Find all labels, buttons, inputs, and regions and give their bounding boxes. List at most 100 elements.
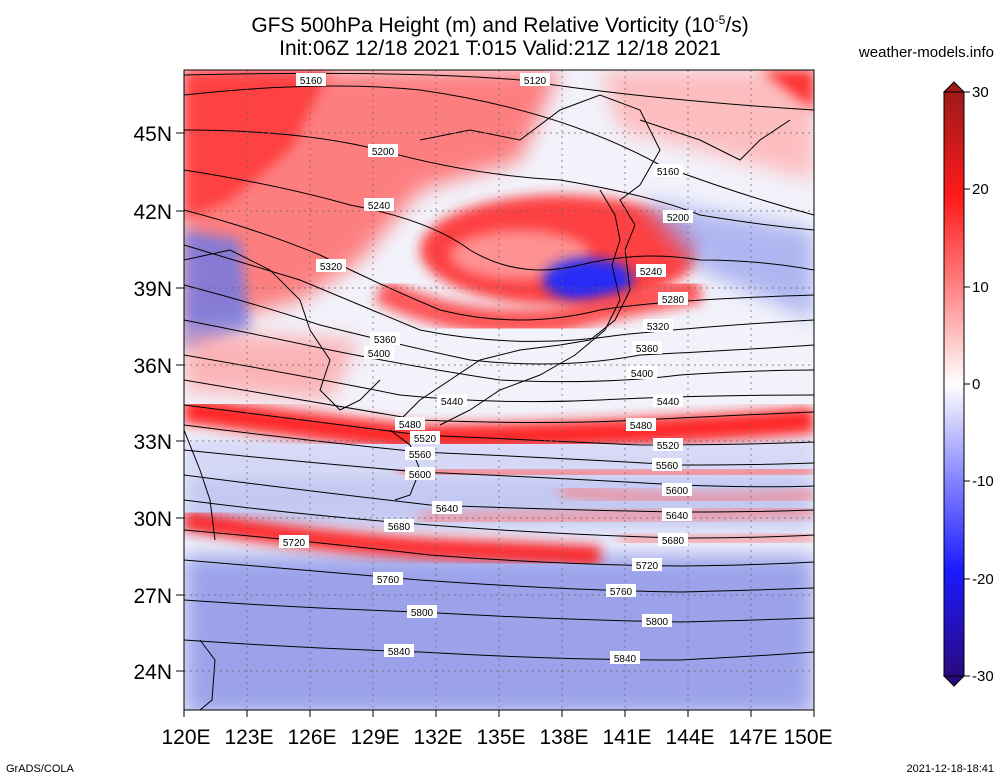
contour-label: 5240 xyxy=(364,198,394,212)
lat-label: 36N xyxy=(133,355,172,378)
lon-label: 129E xyxy=(350,726,399,749)
contour-label: 5320 xyxy=(316,259,346,273)
svg-text:5640: 5640 xyxy=(666,511,689,522)
contour-label: 5400 xyxy=(627,366,657,380)
svg-text:5600: 5600 xyxy=(666,486,689,497)
svg-text:5520: 5520 xyxy=(414,434,437,445)
footer-timestamp: 2021-12-18-18:41 xyxy=(906,763,994,775)
lon-label: 120E xyxy=(161,726,210,749)
colorbar-tick-label: 20 xyxy=(972,181,989,198)
svg-text:5560: 5560 xyxy=(656,461,679,472)
lon-label: 150E xyxy=(783,726,832,749)
colorbar-tick-label: -20 xyxy=(972,571,994,588)
contour-label: 5520 xyxy=(410,431,440,445)
svg-text:5440: 5440 xyxy=(657,397,680,408)
contour-label: 5640 xyxy=(432,501,462,515)
contour-label: 5240 xyxy=(636,264,666,278)
lat-label: 33N xyxy=(133,431,172,454)
contour-label: 5120 xyxy=(520,73,550,87)
contour-label: 5360 xyxy=(632,341,662,355)
svg-text:5800: 5800 xyxy=(411,608,434,619)
svg-text:5320: 5320 xyxy=(320,262,343,273)
lat-ticks xyxy=(176,132,184,672)
contour-label: 5840 xyxy=(384,644,414,658)
lon-label: 144E xyxy=(665,726,714,749)
lon-label: 138E xyxy=(539,726,588,749)
chart-title-line2: Init:06Z 12/18 2021 T:015 Valid:21Z 12/1… xyxy=(279,37,721,60)
svg-text:5400: 5400 xyxy=(631,369,654,380)
lon-ticks xyxy=(183,710,815,717)
svg-text:5800: 5800 xyxy=(646,617,669,628)
svg-text:5480: 5480 xyxy=(399,420,422,431)
svg-text:5240: 5240 xyxy=(640,267,663,278)
svg-text:5280: 5280 xyxy=(662,295,685,306)
lat-label: 45N xyxy=(133,123,172,146)
contour-label: 5800 xyxy=(642,614,672,628)
svg-text:5160: 5160 xyxy=(300,76,323,87)
contour-label: 5800 xyxy=(407,605,437,619)
contour-label: 5360 xyxy=(370,332,400,346)
colorbar-tick-label: 10 xyxy=(972,279,989,296)
contour-label: 5160 xyxy=(653,164,683,178)
contour-label: 5440 xyxy=(653,394,683,408)
svg-text:5560: 5560 xyxy=(409,450,432,461)
contour-label: 5200 xyxy=(368,144,398,158)
contour-label: 5840 xyxy=(610,651,640,665)
colorbar-bottom-arrow xyxy=(942,675,966,687)
contour-label: 5520 xyxy=(653,438,683,452)
contour-label: 5280 xyxy=(658,292,688,306)
lon-label: 147E xyxy=(728,726,777,749)
svg-text:5200: 5200 xyxy=(667,213,690,224)
contour-label: 5320 xyxy=(643,319,673,333)
contour-labels: 5120 5160 5160 5200 5200 5240 5240 5280 … xyxy=(279,73,693,665)
height-contours xyxy=(184,72,814,661)
contour-label: 5560 xyxy=(652,458,682,472)
svg-text:5840: 5840 xyxy=(388,647,411,658)
svg-text:5640: 5640 xyxy=(436,504,459,515)
coastlines xyxy=(184,94,791,710)
lon-label: 141E xyxy=(602,726,651,749)
contour-label: 5640 xyxy=(662,508,692,522)
svg-text:5360: 5360 xyxy=(636,344,659,355)
svg-text:5600: 5600 xyxy=(409,470,432,481)
lat-labels: 45N 42N 39N 36N 33N 30N 27N 24N xyxy=(133,123,172,684)
contour-label: 5760 xyxy=(606,584,636,598)
colorbar: 30 20 10 0 -10 -20 -30 xyxy=(942,81,994,687)
svg-text:5680: 5680 xyxy=(662,536,685,547)
contour-label: 5600 xyxy=(662,483,692,497)
footer-software: GrADS/COLA xyxy=(6,763,74,775)
lat-label: 30N xyxy=(133,508,172,531)
contour-label: 5680 xyxy=(658,533,688,547)
lat-label: 27N xyxy=(133,585,172,608)
contour-label: 5760 xyxy=(373,572,403,586)
lon-label: 126E xyxy=(287,726,336,749)
lon-labels: 120E 123E 126E 129E 132E 135E 138E 141E … xyxy=(161,726,832,749)
svg-text:5360: 5360 xyxy=(374,335,397,346)
svg-text:5320: 5320 xyxy=(647,322,670,333)
contour-label: 5200 xyxy=(663,210,693,224)
svg-text:5240: 5240 xyxy=(368,201,391,212)
colorbar-tick-label: 0 xyxy=(972,376,980,393)
svg-text:5760: 5760 xyxy=(377,575,400,586)
lat-label: 39N xyxy=(133,278,172,301)
colorbar-tick-label: -10 xyxy=(972,473,994,490)
svg-text:5440: 5440 xyxy=(441,397,464,408)
chart-title-line1: GFS 500hPa Height (m) and Relative Vorti… xyxy=(251,13,749,37)
svg-text:5480: 5480 xyxy=(630,421,653,432)
svg-text:5720: 5720 xyxy=(283,538,306,549)
svg-text:5680: 5680 xyxy=(388,522,411,533)
contour-label: 5480 xyxy=(626,418,656,432)
svg-text:5520: 5520 xyxy=(657,441,680,452)
contour-label: 5560 xyxy=(405,447,435,461)
grid-lines xyxy=(184,70,814,710)
svg-text:5120: 5120 xyxy=(524,76,547,87)
contour-label: 5160 xyxy=(296,73,326,87)
colorbar-scale xyxy=(943,91,965,677)
colorbar-tick-label: -30 xyxy=(972,668,994,685)
svg-text:5160: 5160 xyxy=(657,167,680,178)
contour-label: 5720 xyxy=(279,535,309,549)
svg-text:5760: 5760 xyxy=(610,587,633,598)
svg-text:5720: 5720 xyxy=(636,561,659,572)
contour-label: 5720 xyxy=(632,558,662,572)
